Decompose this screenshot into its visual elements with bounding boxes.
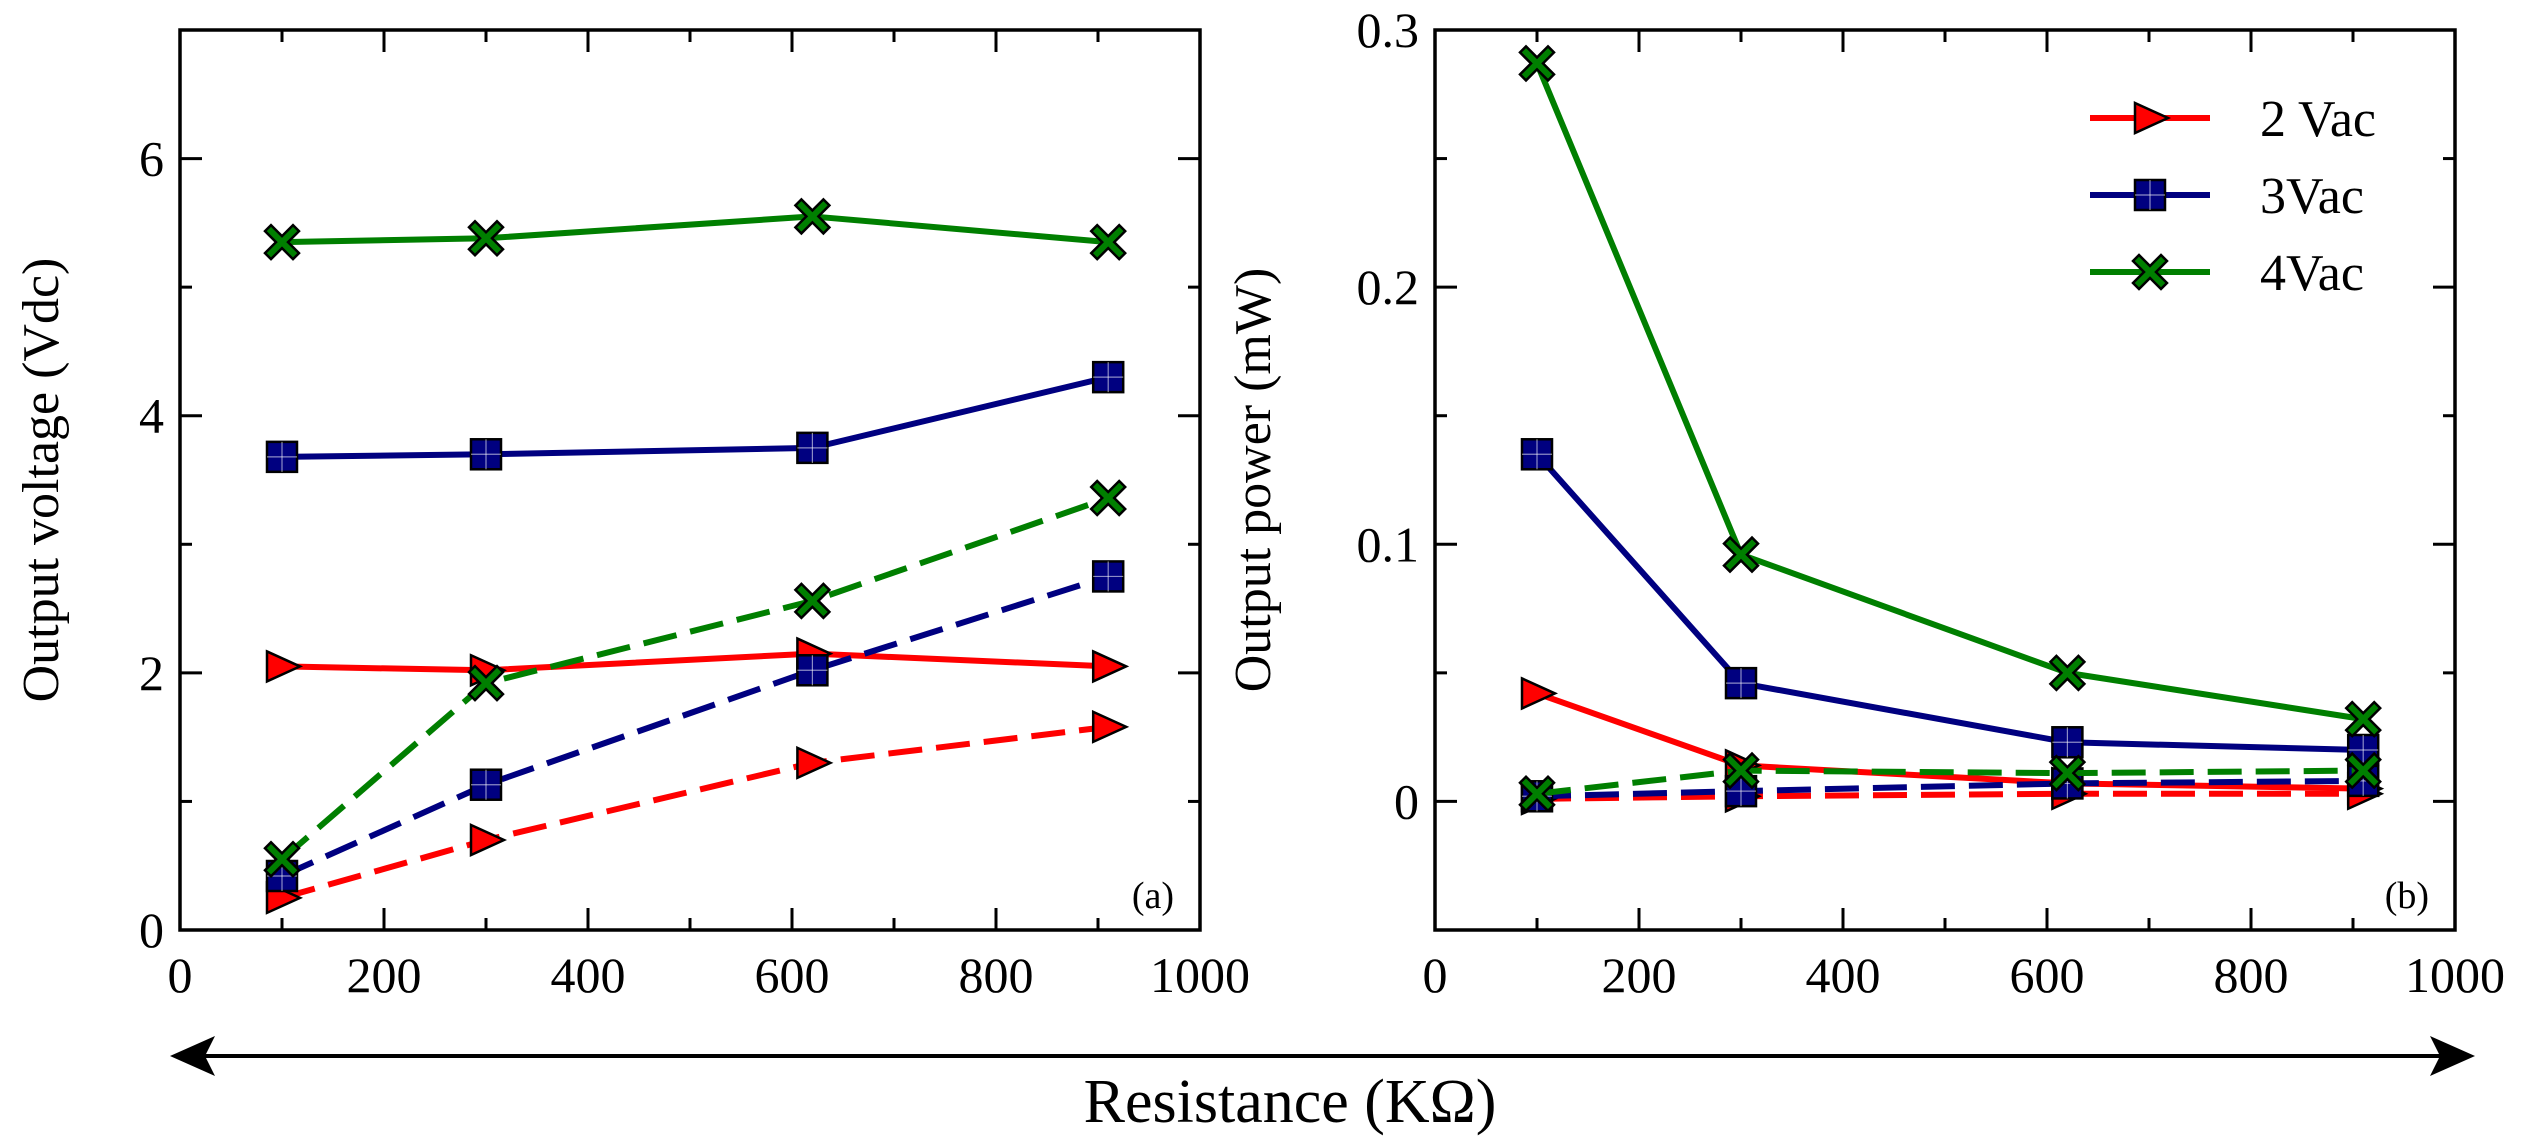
- series-a-2vac-solid: [265, 636, 1130, 688]
- data-point-b-2-0: [1520, 438, 1554, 471]
- data-point-a-4-3: [1089, 223, 1127, 261]
- panel-label-a: (a): [1132, 875, 1174, 917]
- data-point-a-0-3: [1091, 649, 1130, 684]
- series-line-b-3: [1536, 777, 2364, 800]
- data-point-a-5-2: [793, 582, 832, 620]
- y-tick-label-a: 0: [139, 902, 164, 958]
- data-point-a-4-1: [467, 219, 505, 258]
- series-b-4vac-solid: [1518, 44, 2382, 738]
- x-tick-label-b: 600: [2010, 947, 2085, 1003]
- y-tick-label-b: 0.1: [1357, 516, 1420, 572]
- legend: 2 Vac 3Vac 4Vac: [2090, 91, 2376, 302]
- legend-entry-0: 2 Vac: [2090, 91, 2376, 148]
- x-tick-label-a: 1000: [1150, 947, 1250, 1003]
- y-axis-title-b: Output power (mW): [1225, 268, 1282, 693]
- y-axis-title-a: Output voltage (Vdc): [13, 258, 70, 703]
- series-line-a-2: [281, 374, 1109, 460]
- series-line-b-2: [1534, 452, 2364, 753]
- panel-label-b: (b): [2385, 875, 2429, 917]
- data-point-b-5-3: [2344, 751, 2382, 790]
- series-b-4vac-dashed: [1518, 751, 2382, 813]
- data-point-b-4-3: [2344, 700, 2382, 738]
- data-point-b-4-2: [2048, 654, 2087, 692]
- x-tick-label-b: 1000: [2405, 947, 2505, 1003]
- resistance-arrow-right-head: [2430, 1036, 2475, 1076]
- resistance-axis-title: Resistance (KΩ): [1084, 1068, 1497, 1136]
- panel-b-power-chart: 0 200 400 600 800 1000 0 0.1 0.2 0.3 Output power …: [1225, 2, 2505, 1003]
- data-point-b-5-2: [2048, 754, 2087, 792]
- legend-label-1: 3Vac: [2260, 168, 2364, 225]
- series-a-3vac-dashed: [265, 560, 1125, 893]
- y-tick-label-b: 0: [1394, 773, 1419, 829]
- data-point-a-2-3: [1091, 360, 1125, 394]
- data-point-a-2-2: [796, 431, 829, 465]
- data-point-a-2-1: [469, 438, 503, 471]
- data-point-a-3-2: [796, 654, 829, 687]
- data-point-a-3-3: [1091, 560, 1125, 593]
- legend-marker-2: [2131, 253, 2169, 291]
- y-tick-label-a: 6: [139, 131, 164, 187]
- legend-marker-1: [2133, 178, 2167, 212]
- series-line-b-1: [1536, 790, 2364, 802]
- x-tick-label-a: 200: [347, 947, 422, 1003]
- data-point-b-5-0: [1518, 774, 1556, 813]
- legend-label-2: 4Vac: [2260, 245, 2364, 302]
- legend-label-0: 2 Vac: [2260, 91, 2376, 148]
- legend-entry-1: 3Vac: [2090, 168, 2364, 225]
- x-tick-label-a: 600: [755, 947, 830, 1003]
- data-point-a-5-3: [1089, 479, 1127, 517]
- data-point-a-0-0: [265, 649, 304, 684]
- y-tick-label-b: 0.3: [1357, 2, 1420, 58]
- data-point-a-1-2: [796, 745, 834, 780]
- data-point-b-2-2: [2051, 726, 2084, 759]
- data-point-b-5-1: [1722, 751, 1760, 790]
- data-point-a-4-2: [793, 197, 832, 236]
- x-tick-label-a: 800: [959, 947, 1034, 1003]
- series-line-a-5: [280, 495, 1110, 862]
- series-line-a-4: [281, 213, 1109, 246]
- legend-entry-2: 4Vac: [2090, 245, 2364, 302]
- x-tick-label-b: 400: [1806, 947, 1881, 1003]
- resistance-arrow-left-head: [170, 1036, 215, 1076]
- series-line-a-3: [280, 573, 1110, 879]
- plot-frame-a: [178, 28, 1202, 932]
- shared-resistance-axis: Resistance (KΩ): [170, 1036, 2475, 1136]
- series-line-a-0: [281, 650, 1109, 674]
- series-b-3vac-solid: [1520, 438, 2380, 767]
- data-point-a-1-3: [1091, 709, 1130, 744]
- x-tick-label-b: 200: [1602, 947, 1677, 1003]
- data-point-a-2-0: [265, 440, 299, 474]
- data-point-a-1-1: [469, 823, 508, 857]
- x-tick-label-a: 0: [168, 947, 193, 1003]
- y-tick-label-a: 2: [139, 645, 164, 701]
- y-tick-label-a: 4: [139, 388, 164, 444]
- data-point-b-4-1: [1722, 535, 1760, 574]
- data-point-a-3-1: [469, 768, 503, 801]
- data-point-a-5-0: [263, 840, 301, 879]
- series-line-b-5: [1536, 767, 2364, 797]
- x-tick-label-a: 400: [551, 947, 626, 1003]
- legend-marker-0: [2133, 101, 2172, 135]
- y-tick-label-b: 0.2: [1357, 259, 1420, 315]
- data-point-b-2-1: [1724, 666, 1758, 700]
- x-tick-label-b: 800: [2214, 947, 2289, 1003]
- x-tick-label-b: 0: [1423, 947, 1448, 1003]
- panel-a-voltage-chart: 0 200 400 600 800 1000 0 2 4 6 Output voltage (Vdc…: [13, 28, 1250, 1003]
- series-a-4vac-solid: [263, 197, 1127, 261]
- data-point-b-0-0: [1520, 676, 1559, 711]
- series-line-a-1: [281, 723, 1109, 901]
- data-point-b-4-0: [1518, 44, 1556, 83]
- series-a-3vac-solid: [265, 360, 1125, 474]
- series-a-4vac-dashed: [263, 479, 1127, 879]
- series-line-b-4: [1534, 62, 2364, 723]
- data-point-a-5-1: [467, 664, 505, 702]
- data-point-a-4-0: [263, 223, 301, 261]
- series-a-2vac-dashed: [265, 709, 1130, 915]
